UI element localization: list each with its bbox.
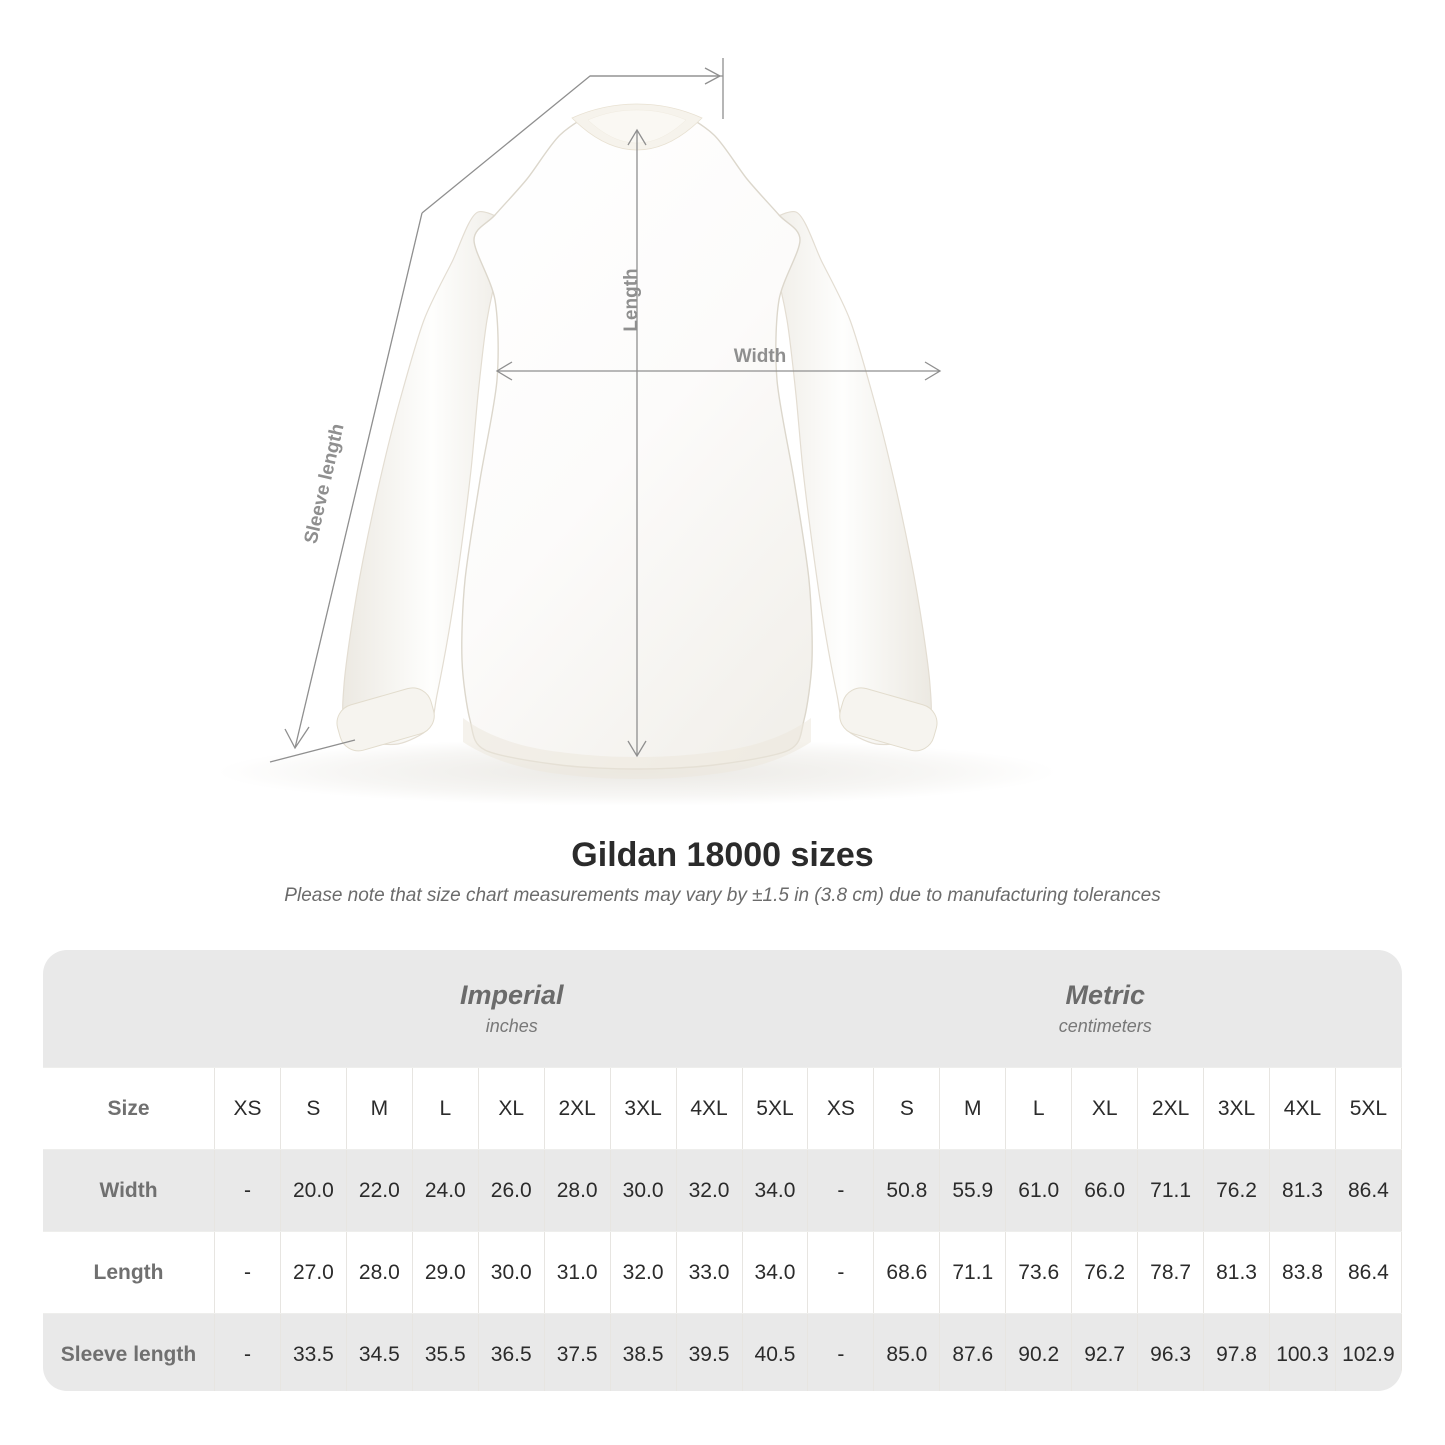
svg-text:Width: Width	[734, 346, 787, 367]
svg-text:Length: Length	[621, 268, 642, 331]
svg-text:Sleeve length: Sleeve length	[301, 422, 349, 546]
